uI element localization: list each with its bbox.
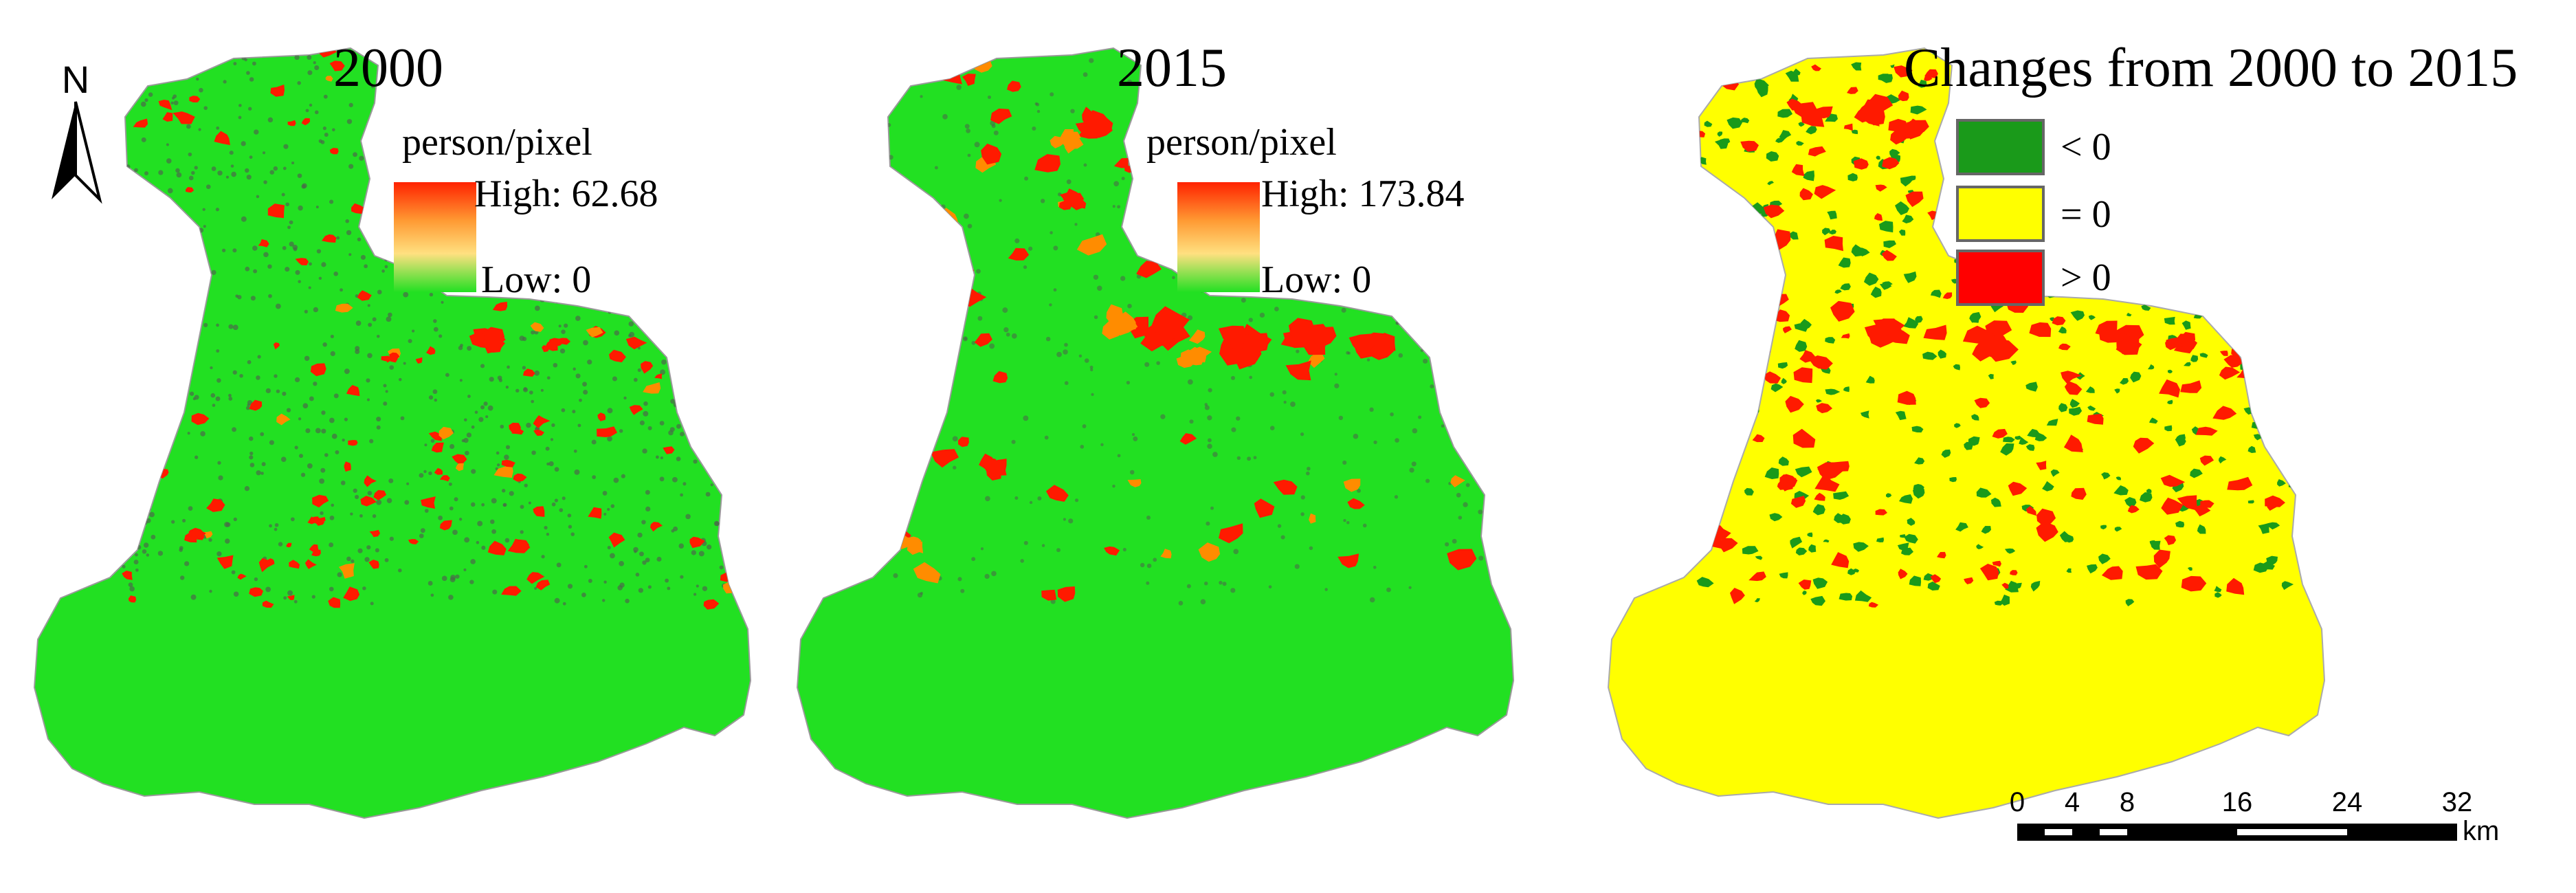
- legend-label-increase: > 0: [2061, 256, 2111, 299]
- scale-segment: [2045, 829, 2072, 835]
- scale-tick-4: 4: [2065, 787, 2080, 817]
- scale-unit: km: [2463, 816, 2499, 846]
- scale-tick-8: 8: [2120, 787, 2135, 817]
- legend-item-increase: > 0: [1956, 250, 2111, 306]
- map-title-change: Changes from 2000 to 2015: [1904, 38, 2518, 98]
- scale-segment: [2072, 829, 2100, 835]
- north-arrow-icon: [52, 102, 76, 199]
- map-panel-2000: 2000 person/pixel High: 62.68 Low: 0: [34, 38, 751, 819]
- legend-title-2000: person/pixel: [402, 121, 592, 164]
- legend-high-2000: High: 62.68: [474, 173, 658, 215]
- scale-tick-0: 0: [2010, 787, 2025, 817]
- scale-bar-ticks: 0 4 8 16 24 32: [2010, 787, 2472, 817]
- north-label: N: [62, 58, 89, 101]
- legend-low-2015: Low: 0: [1261, 258, 1371, 301]
- scale-tick-24: 24: [2332, 787, 2363, 817]
- legend-swatch-increase: [1956, 250, 2045, 306]
- legend-title-2015: person/pixel: [1146, 121, 1337, 164]
- density-legend-2000: person/pixel High: 62.68 Low: 0: [394, 121, 658, 301]
- map-panel-2015: 2015 person/pixel High: 173.84 Low: 0: [797, 38, 1514, 819]
- density-legend-2015: person/pixel High: 173.84 Low: 0: [1146, 121, 1465, 301]
- map-title-2000: 2000: [333, 38, 443, 98]
- legend-label-decrease: < 0: [2061, 126, 2111, 168]
- scale-segment: [2017, 829, 2045, 835]
- scale-bar-segments: [2017, 829, 2457, 835]
- scale-tick-32: 32: [2442, 787, 2473, 817]
- legend-swatch-nochange: [1956, 186, 2045, 242]
- density-ramp-2000: [394, 182, 476, 292]
- scale-bar: 0 4 8 16 24 32 km: [2010, 787, 2499, 846]
- scale-segment: [2127, 829, 2237, 835]
- scale-segment: [2237, 829, 2347, 835]
- legend-high-2015: High: 173.84: [1261, 173, 1465, 215]
- density-ramp-2015: [1177, 182, 1260, 292]
- north-arrow: N: [52, 58, 102, 204]
- legend-low-2000: Low: 0: [481, 258, 591, 301]
- legend-swatch-decrease: [1956, 119, 2045, 175]
- legend-item-decrease: < 0: [1956, 119, 2111, 175]
- map-title-2015: 2015: [1117, 38, 1227, 98]
- scale-tick-16: 16: [2222, 787, 2253, 817]
- legend-label-nochange: = 0: [2061, 193, 2111, 236]
- region-map-2000: [34, 47, 751, 819]
- change-legend: < 0 = 0 > 0: [1956, 119, 2111, 306]
- legend-item-nochange: = 0: [1956, 186, 2111, 242]
- scale-segment: [2347, 829, 2457, 835]
- scale-segment: [2100, 829, 2127, 835]
